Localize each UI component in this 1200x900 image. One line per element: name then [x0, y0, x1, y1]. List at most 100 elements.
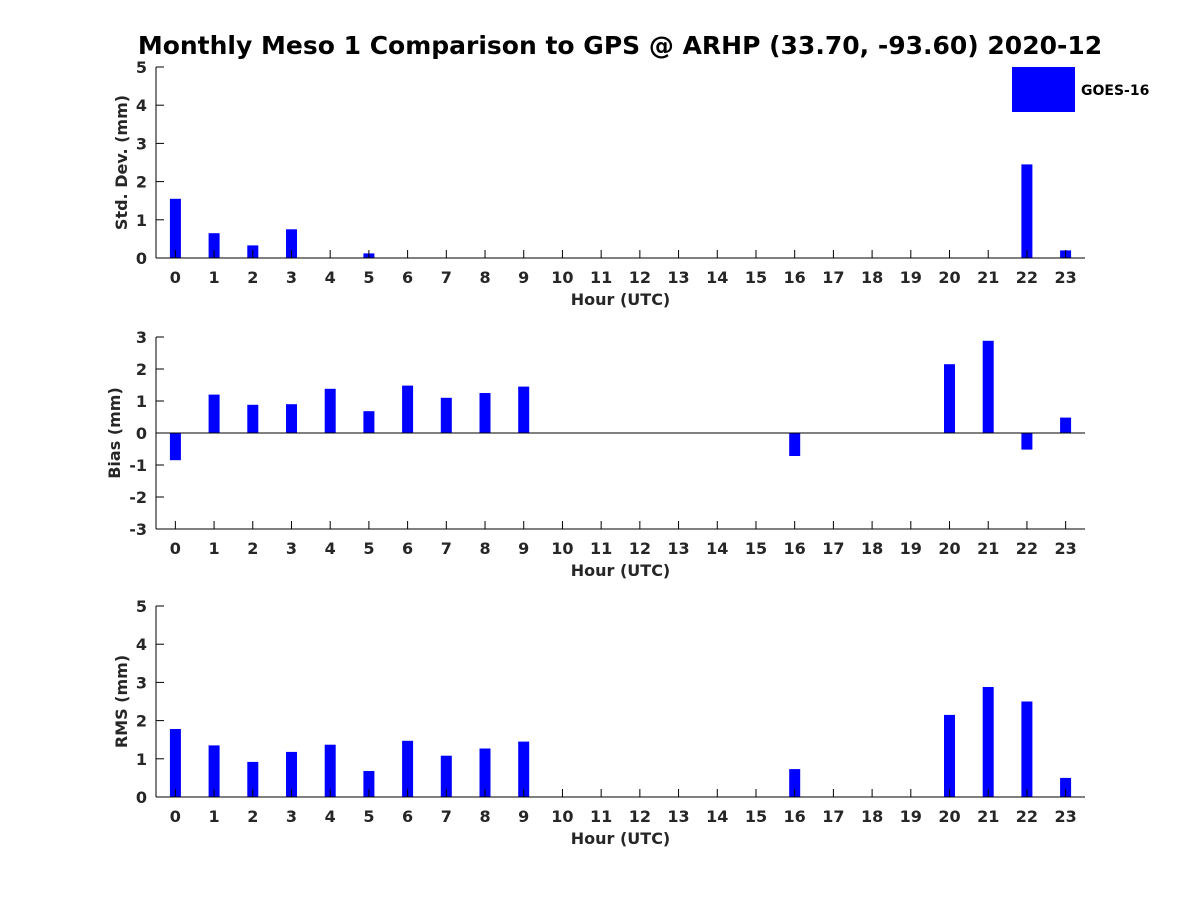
x-tick-label: 13 — [667, 268, 689, 287]
x-tick-label: 16 — [784, 807, 806, 826]
x-tick-label: 11 — [590, 268, 612, 287]
x-tick-label: 2 — [247, 268, 258, 287]
y-tick-label: 0 — [136, 424, 147, 443]
x-tick-label: 9 — [518, 539, 529, 558]
y-tick-label: -3 — [129, 520, 147, 539]
bar-4 — [324, 744, 336, 797]
x-tick-label: 5 — [363, 539, 374, 558]
bar-1 — [208, 745, 220, 797]
y-tick-label: 3 — [136, 673, 147, 692]
y-axis-label: Bias (mm) — [105, 387, 124, 479]
x-tick-label: 21 — [977, 807, 999, 826]
x-tick-label: 9 — [518, 807, 529, 826]
bar-5 — [363, 771, 375, 797]
bar-0 — [169, 433, 181, 461]
y-axis-label: Std. Dev. (mm) — [112, 95, 131, 230]
x-tick-label: 0 — [170, 268, 181, 287]
y-tick-label: -1 — [129, 456, 147, 475]
bar-4 — [324, 388, 336, 433]
bar-16 — [789, 769, 801, 797]
y-tick-label: 1 — [136, 211, 147, 230]
bar-6 — [402, 385, 414, 433]
x-tick-label: 18 — [861, 539, 883, 558]
x-tick-label: 19 — [900, 268, 922, 287]
bar-7 — [440, 755, 452, 797]
x-tick-label: 9 — [518, 268, 529, 287]
x-tick-label: 12 — [629, 539, 651, 558]
x-tick-label: 20 — [938, 807, 960, 826]
x-tick-label: 5 — [363, 807, 374, 826]
x-tick-label: 14 — [706, 539, 728, 558]
bar-1 — [208, 233, 220, 258]
y-tick-label: 5 — [136, 58, 147, 77]
y-tick-label: 1 — [136, 392, 147, 411]
x-tick-label: 17 — [822, 539, 844, 558]
bar-3 — [286, 404, 297, 433]
x-tick-label: 12 — [629, 807, 651, 826]
x-tick-label: 12 — [629, 268, 651, 287]
bar-20 — [944, 714, 955, 797]
bar-22 — [1021, 433, 1033, 450]
x-tick-label: 7 — [441, 268, 452, 287]
x-tick-label: 1 — [208, 539, 219, 558]
x-tick-label: 23 — [1055, 268, 1077, 287]
x-axis-label: Hour (UTC) — [571, 561, 671, 580]
bar-23 — [1060, 417, 1072, 433]
x-tick-label: 20 — [938, 539, 960, 558]
x-tick-label: 1 — [208, 268, 219, 287]
x-tick-label: 6 — [402, 539, 413, 558]
x-tick-label: 1 — [208, 807, 219, 826]
x-tick-label: 21 — [977, 539, 999, 558]
x-tick-label: 19 — [900, 807, 922, 826]
x-tick-label: 15 — [745, 268, 767, 287]
bar-6 — [402, 740, 414, 797]
x-tick-label: 3 — [286, 807, 297, 826]
x-tick-label: 0 — [170, 807, 181, 826]
x-tick-label: 21 — [977, 268, 999, 287]
x-tick-label: 16 — [784, 539, 806, 558]
x-tick-label: 8 — [479, 807, 490, 826]
bar-9 — [518, 386, 530, 433]
x-tick-label: 15 — [745, 807, 767, 826]
bar-0 — [169, 198, 181, 258]
bar-2 — [247, 761, 259, 797]
x-axis-label: Hour (UTC) — [571, 829, 671, 848]
y-tick-label: 2 — [136, 360, 147, 379]
bar-22 — [1021, 701, 1033, 797]
x-tick-label: 7 — [441, 539, 452, 558]
x-tick-label: 10 — [551, 268, 573, 287]
x-tick-label: 4 — [325, 268, 336, 287]
x-tick-label: 3 — [286, 539, 297, 558]
x-tick-label: 13 — [667, 539, 689, 558]
y-tick-label: 5 — [136, 597, 147, 616]
bar-8 — [479, 748, 491, 797]
legend-swatch — [1012, 67, 1075, 112]
x-tick-label: 14 — [706, 807, 728, 826]
x-tick-label: 18 — [861, 807, 883, 826]
y-tick-label: 4 — [136, 635, 147, 654]
x-tick-label: 8 — [479, 268, 490, 287]
bar-5 — [363, 411, 375, 433]
x-tick-label: 10 — [551, 539, 573, 558]
x-tick-label: 22 — [1016, 807, 1038, 826]
y-tick-label: -2 — [129, 488, 147, 507]
x-tick-label: 17 — [822, 268, 844, 287]
x-tick-label: 13 — [667, 807, 689, 826]
y-tick-label: 0 — [136, 788, 147, 807]
y-tick-label: 0 — [136, 249, 147, 268]
bar-0 — [169, 729, 181, 797]
bar-21 — [982, 687, 994, 797]
bar-1 — [208, 394, 220, 433]
bar-3 — [286, 751, 297, 797]
y-tick-label: 2 — [136, 173, 147, 192]
y-tick-label: 2 — [136, 712, 147, 731]
y-tick-label: 4 — [136, 96, 147, 115]
chart-title: Monthly Meso 1 Comparison to GPS @ ARHP … — [138, 31, 1102, 60]
x-tick-label: 23 — [1055, 539, 1077, 558]
x-tick-label: 2 — [247, 807, 258, 826]
x-tick-label: 0 — [170, 539, 181, 558]
legend-label: GOES-16 — [1081, 83, 1149, 99]
